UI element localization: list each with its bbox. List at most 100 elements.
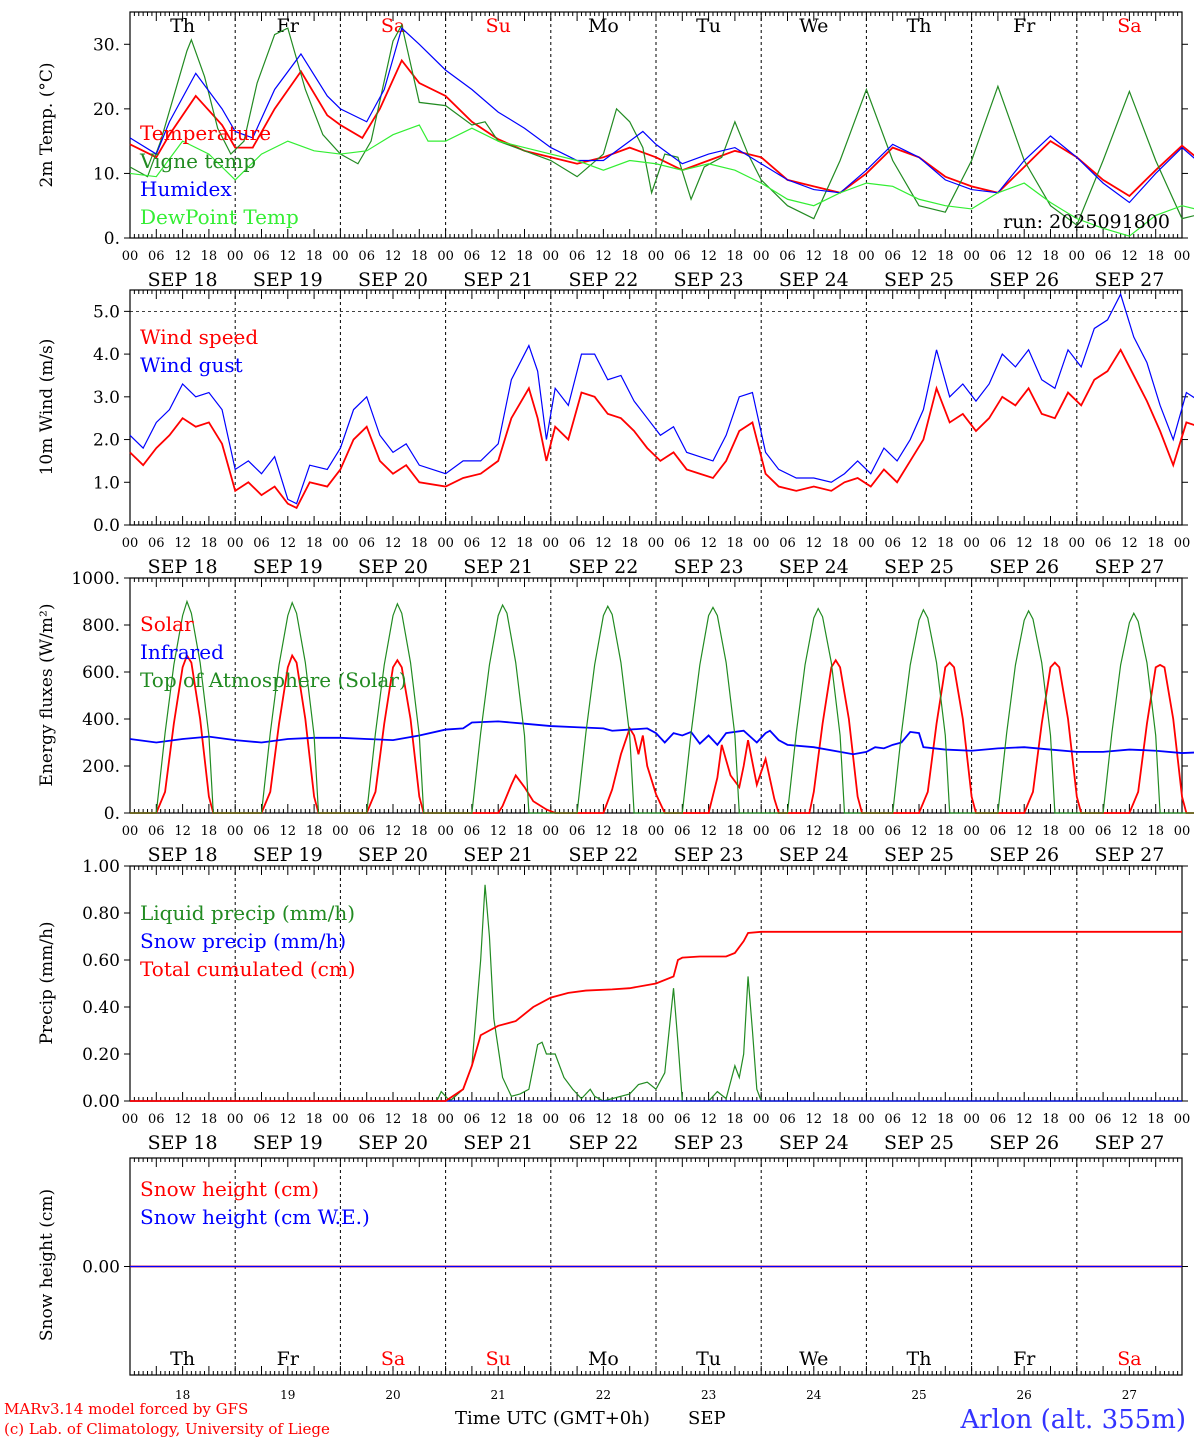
hour-tick-label: 06 [990, 1112, 1007, 1127]
hour-ticks [129, 290, 1183, 525]
hour-tick-label: 18 [832, 1112, 849, 1127]
hour-tick-label: 00 [1069, 1112, 1086, 1127]
panel-3: 0. 200. 400. 600. 800. 1000. Energy fluxes (W/… [37, 569, 1194, 866]
weekday-label: Mo [588, 1348, 619, 1370]
hour-tick-label: 00 [543, 536, 560, 551]
y-tick-label: 30. [93, 35, 120, 55]
weekday-label: Su [486, 15, 511, 37]
y-tick-label: 800. [82, 616, 120, 636]
hour-tick-label: 00 [543, 824, 560, 839]
y-tick-label: 0.40 [82, 998, 120, 1018]
hour-tick-label: 18 [727, 536, 744, 551]
day-number-label: 19 [280, 1388, 295, 1402]
hour-tick-label: 18 [832, 824, 849, 839]
date-label: SEP 19 [253, 556, 323, 578]
hour-tick-label: 18 [201, 824, 218, 839]
legend-entry: Total cumulated (cm) [140, 957, 356, 981]
hour-tick-label: 00 [227, 1112, 244, 1127]
hour-tick-label: 12 [280, 824, 297, 839]
y-tick-label: 200. [82, 757, 120, 777]
hour-tick-label: 06 [779, 824, 796, 839]
hour-tick-label: 06 [674, 1112, 691, 1127]
y-tick-label: 0.00 [82, 1092, 120, 1112]
hour-tick-label: 06 [148, 249, 165, 264]
hour-tick-label: 06 [148, 1112, 165, 1127]
hour-tick-label: 06 [674, 249, 691, 264]
hour-tick-label: 00 [648, 536, 665, 551]
footer-model: MARv3.14 model forced by GFS [4, 1400, 248, 1418]
chart-panels: 0. 10. 20. 30. 2m Temp. (°C) Th Fr Sa Su Mo Tu We Th… [37, 11, 1194, 1402]
hour-tick-label: 06 [569, 824, 586, 839]
hour-tick-label: 00 [332, 824, 349, 839]
weekday-label: We [799, 1348, 828, 1370]
hour-tick-label: 18 [411, 824, 428, 839]
legend-entry: Snow precip (mm/h) [140, 929, 346, 953]
hour-tick-label: 12 [174, 1112, 191, 1127]
date-label: SEP 24 [779, 1132, 849, 1154]
y-tick-label: 1.0 [93, 473, 120, 493]
series-line [130, 599, 1194, 814]
hour-tick-label: 18 [516, 536, 533, 551]
date-label: SEP 21 [463, 556, 533, 578]
date-label: SEP 20 [358, 1132, 428, 1154]
hour-tick-label: 00 [753, 824, 770, 839]
date-label: SEP 22 [568, 1132, 638, 1154]
hour-tick-label: 18 [727, 1112, 744, 1127]
hour-tick-label: 18 [621, 536, 638, 551]
hour-tick-label: 12 [385, 249, 402, 264]
hour-tick-label: 12 [174, 536, 191, 551]
hour-tick-label: 00 [227, 824, 244, 839]
hour-tick-label: 06 [358, 249, 375, 264]
y-tick-label: 4.0 [93, 345, 120, 365]
hour-tick-label: 18 [1042, 1112, 1059, 1127]
series-line [129, 292, 1194, 505]
hour-tick-label: 00 [648, 1112, 665, 1127]
hour-tick-label: 00 [963, 824, 980, 839]
y-axis-title: 2m Temp. (°C) [37, 62, 57, 187]
hour-tick-label: 06 [884, 1112, 901, 1127]
date-label: SEP 21 [463, 844, 533, 866]
hour-tick-label: 00 [543, 1112, 560, 1127]
hour-ticks [129, 1158, 1183, 1375]
hour-tick-label: 18 [621, 249, 638, 264]
x-axis-title: Time UTC (GMT+0h) [455, 1408, 650, 1429]
hour-tick-label: 00 [122, 536, 139, 551]
date-label: SEP 24 [779, 269, 849, 291]
hour-tick-label: 00 [1069, 536, 1086, 551]
hour-tick-label: 12 [806, 536, 823, 551]
weekday-label: Fr [1013, 1348, 1036, 1370]
hour-tick-label: 06 [674, 824, 691, 839]
date-label: SEP 26 [989, 844, 1059, 866]
weekday-label: Sa [381, 15, 405, 37]
hour-tick-label: 12 [700, 824, 717, 839]
hour-tick-label: 12 [385, 824, 402, 839]
hour-tick-label: 18 [621, 1112, 638, 1127]
date-label: SEP 25 [884, 844, 954, 866]
date-label: SEP 19 [253, 844, 323, 866]
y-tick-label: 0. [104, 804, 120, 824]
date-label: SEP 20 [358, 844, 428, 866]
hour-tick-label: 18 [411, 1112, 428, 1127]
footer-lab: (c) Lab. of Climatology, University of L… [4, 1420, 330, 1438]
date-label: SEP 22 [568, 269, 638, 291]
hour-tick-label: 18 [727, 249, 744, 264]
hour-tick-label: 18 [306, 1112, 323, 1127]
hour-tick-label: 06 [358, 536, 375, 551]
day-number-label: 22 [596, 1388, 611, 1402]
date-label: SEP 23 [674, 1132, 744, 1154]
hour-tick-label: 06 [569, 249, 586, 264]
hour-tick-label: 12 [490, 249, 507, 264]
date-label: SEP 19 [253, 269, 323, 291]
hour-tick-label: 18 [1147, 536, 1164, 551]
hour-tick-label: 12 [911, 536, 928, 551]
series-line [129, 720, 1194, 756]
y-tick-label: 1000. [71, 569, 120, 589]
hour-tick-label: 12 [1016, 536, 1033, 551]
date-label: SEP 18 [148, 844, 218, 866]
hour-tick-label: 18 [411, 536, 428, 551]
hour-tick-label: 00 [332, 1112, 349, 1127]
legend-entry: Infrared [140, 640, 224, 664]
hour-tick-label: 12 [1016, 1112, 1033, 1127]
hour-tick-label: 00 [963, 536, 980, 551]
